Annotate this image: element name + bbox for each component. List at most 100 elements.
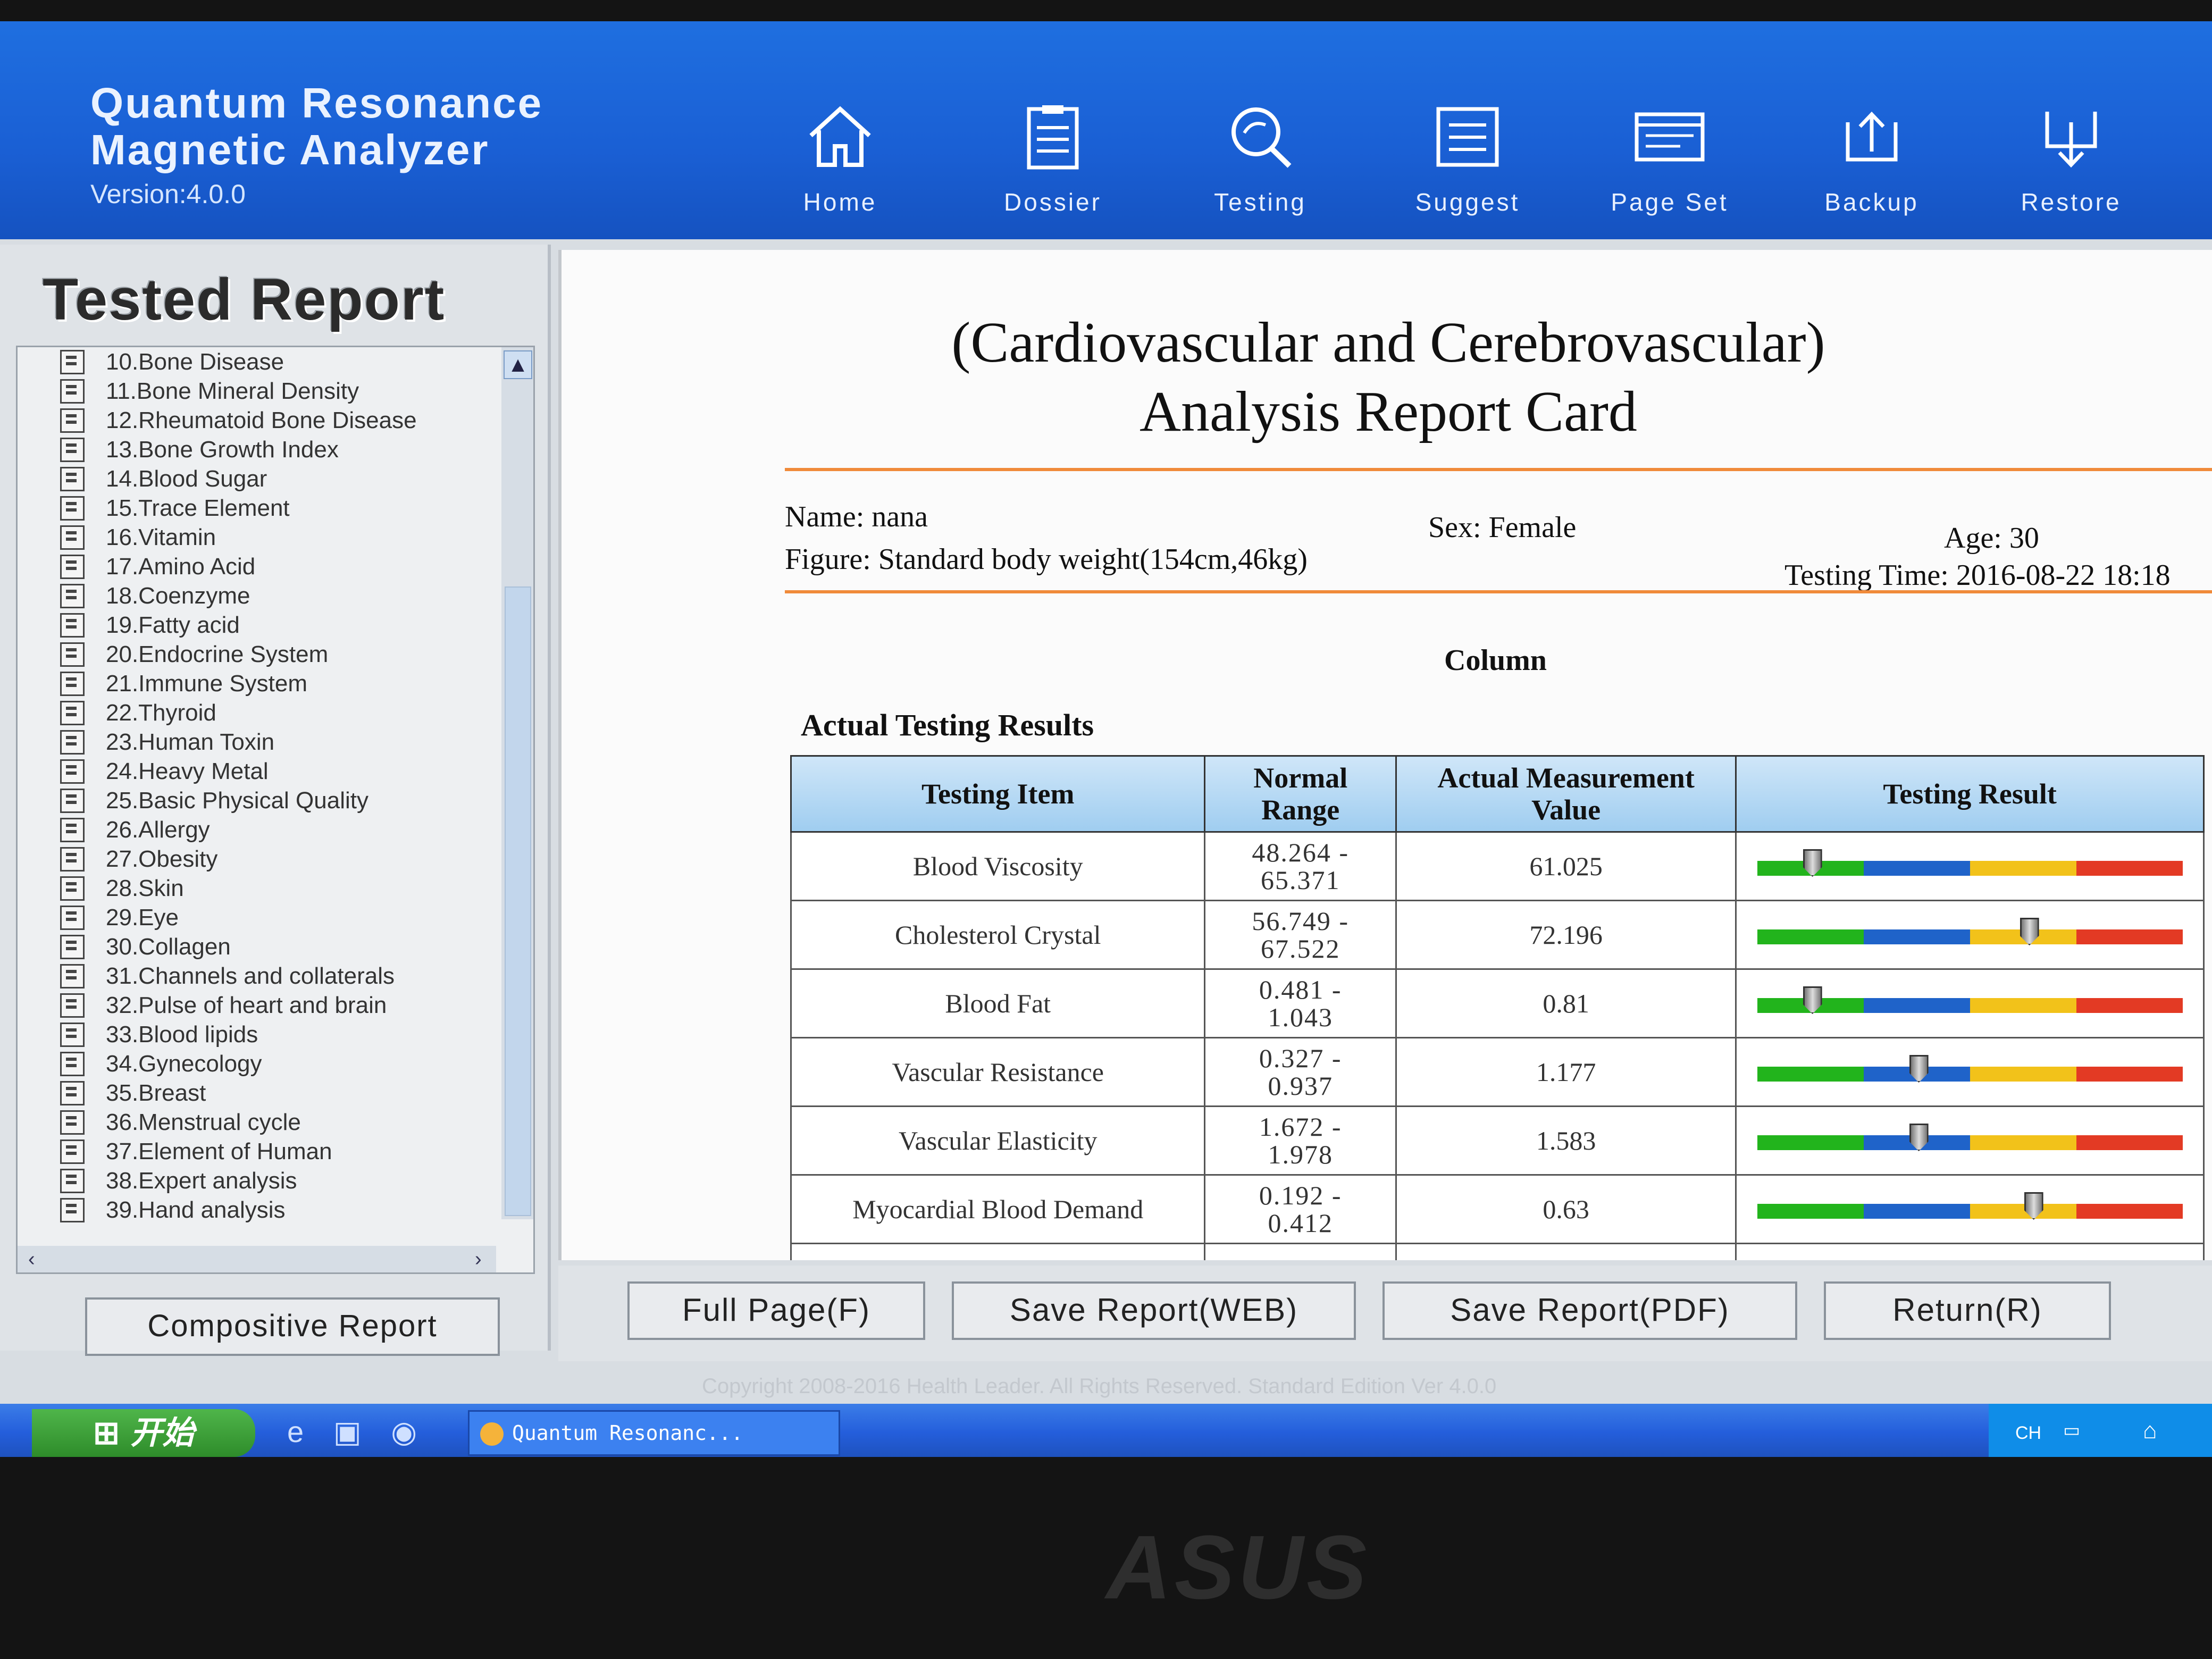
list-vertical-scrollbar[interactable]: ▲ xyxy=(501,347,533,1219)
report-list-item-label: 30.Collagen xyxy=(106,933,231,960)
report-list-item[interactable]: 10.Bone Disease xyxy=(60,347,496,376)
report-list-item[interactable]: 27.Obesity xyxy=(60,844,496,874)
nav-pageset-button[interactable]: Page Set xyxy=(1590,101,1749,239)
nav-dossier-button[interactable]: Dossier xyxy=(973,101,1133,239)
report-list-item[interactable]: 28.Skin xyxy=(60,874,496,903)
report-list-item-label: 27.Obesity xyxy=(106,845,218,872)
nav-backup-button[interactable]: Backup xyxy=(1792,101,1951,239)
nav-testing-button[interactable]: Testing xyxy=(1180,101,1340,239)
report-list-item[interactable]: 18.Coenzyme xyxy=(60,581,496,610)
report-list-item-label: 34.Gynecology xyxy=(106,1050,262,1077)
report-list-item[interactable]: 35.Breast xyxy=(60,1078,496,1108)
return-button[interactable]: Return(R) xyxy=(1824,1281,2111,1340)
report-list-item[interactable]: 22.Thyroid xyxy=(60,698,496,727)
language-indicator[interactable]: CH xyxy=(2015,1423,2042,1443)
scroll-right-arrow-icon[interactable]: › xyxy=(475,1248,482,1270)
document-icon xyxy=(60,730,85,755)
scroll-thumb[interactable] xyxy=(505,586,531,1216)
report-list-item-label: 31.Channels and collaterals xyxy=(106,962,395,989)
report-list-item[interactable]: 19.Fatty acid xyxy=(60,610,496,640)
network-icon[interactable]: ⌂ xyxy=(2143,1418,2157,1444)
report-list-item[interactable]: 20.Endocrine System xyxy=(60,640,496,669)
document-icon xyxy=(60,583,85,608)
report-list-item[interactable]: 16.Vitamin xyxy=(60,523,496,552)
measurement-value: 1.583 xyxy=(1395,1105,1737,1176)
tested-report-title: Tested Report xyxy=(43,267,446,332)
report-list-item[interactable]: 12.Rheumatoid Bone Disease xyxy=(60,406,496,435)
document-icon xyxy=(60,817,85,842)
column-label: Column xyxy=(1444,644,1547,677)
report-list-item[interactable]: 29.Eye xyxy=(60,903,496,932)
scale-segment xyxy=(2076,929,2183,944)
range-high: 65.371 xyxy=(1261,865,1340,895)
scale-segment xyxy=(1863,1204,1970,1219)
report-list-item[interactable]: 17.Amino Acid xyxy=(60,552,496,581)
ie-icon[interactable]: e xyxy=(287,1415,304,1448)
report-list-item[interactable]: 36.Menstrual cycle xyxy=(60,1108,496,1137)
report-list-item[interactable]: 13.Bone Growth Index xyxy=(60,435,496,464)
measurement-value: 0.63 xyxy=(1395,1174,1737,1244)
result-scale-bar xyxy=(1757,918,2183,945)
patient-sex: Sex: Female xyxy=(1428,511,1577,544)
nav-home-label: Home xyxy=(803,188,877,216)
desktop-icon[interactable]: ▣ xyxy=(333,1415,362,1448)
document-icon xyxy=(60,876,85,901)
keyboard-icon[interactable]: ▭ xyxy=(2063,1420,2081,1440)
document-icon xyxy=(60,1022,85,1047)
report-list-item[interactable]: 31.Channels and collaterals xyxy=(60,961,496,991)
document-icon xyxy=(60,642,85,667)
report-list-item[interactable]: 34.Gynecology xyxy=(60,1049,496,1078)
nav-testing-label: Testing xyxy=(1214,188,1306,216)
taskbar-app-button[interactable]: Quantum Resonanc... xyxy=(468,1410,840,1456)
report-list-item[interactable]: 25.Basic Physical Quality xyxy=(60,786,496,815)
nav-home-button[interactable]: Home xyxy=(760,101,920,239)
list-horizontal-scrollbar[interactable]: ‹ › xyxy=(18,1246,496,1272)
testing-result xyxy=(1735,1174,2205,1244)
full-page-button[interactable]: Full Page(F) xyxy=(627,1281,925,1340)
normal-range: 0.192 -0.412 xyxy=(1204,1174,1397,1244)
report-list-item-label: 15.Trace Element xyxy=(106,495,290,521)
report-list-item[interactable]: 21.Immune System xyxy=(60,669,496,698)
report-list-item[interactable]: 24.Heavy Metal xyxy=(60,757,496,786)
media-icon[interactable]: ◉ xyxy=(391,1415,417,1448)
scroll-up-arrow-icon[interactable]: ▲ xyxy=(504,350,532,379)
scroll-left-arrow-icon[interactable]: ‹ xyxy=(28,1248,35,1270)
report-list-item[interactable]: 14.Blood Sugar xyxy=(60,464,496,493)
testing-result xyxy=(1735,1243,2205,1260)
report-list-item-label: 28.Skin xyxy=(106,875,184,901)
upload-icon xyxy=(1846,111,1898,162)
header-testing-result: Testing Result xyxy=(1735,755,2205,833)
measurement-value: 61.025 xyxy=(1395,831,1737,901)
start-button[interactable]: ⊞ 开始 xyxy=(32,1409,255,1457)
report-list-item[interactable]: 39.Hand analysis xyxy=(60,1195,496,1225)
report-list-item[interactable]: 38.Expert analysis xyxy=(60,1166,496,1195)
report-list-item[interactable]: 23.Human Toxin xyxy=(60,727,496,757)
nav-suggest-button[interactable]: Suggest xyxy=(1388,101,1547,239)
tested-report-panel: Tested Report 10.Bone Disease 11.Bone Min… xyxy=(0,245,551,1356)
results-row: Blood Viscosity 48.264 -65.371 61.025 xyxy=(790,831,2205,901)
measurement-value xyxy=(1395,1243,1737,1260)
report-list-item[interactable]: 11.Bone Mineral Density xyxy=(60,376,496,406)
report-list-item[interactable]: 37.Element of Human xyxy=(60,1137,496,1166)
app-brand: Quantum Resonance Magnetic Analyzer Vers… xyxy=(90,80,543,210)
document-icon xyxy=(60,788,85,813)
report-list-item[interactable]: 26.Allergy xyxy=(60,815,496,844)
save-report-web-button[interactable]: Save Report(WEB) xyxy=(952,1281,1356,1340)
scale-segment xyxy=(1970,998,2076,1013)
report-list-item[interactable]: 30.Collagen xyxy=(60,932,496,961)
report-list-item[interactable]: 33.Blood lipids xyxy=(60,1020,496,1049)
testing-result xyxy=(1735,900,2205,970)
testing-result xyxy=(1735,1105,2205,1176)
document-icon xyxy=(60,1139,85,1164)
document-icon xyxy=(60,437,85,462)
save-report-pdf-button[interactable]: Save Report(PDF) xyxy=(1382,1281,1797,1340)
windows-logo-icon: ⊞ xyxy=(93,1415,120,1451)
nav-restore-button[interactable]: Restore xyxy=(1991,101,2151,239)
clipboard-icon xyxy=(1027,105,1079,170)
compositive-report-button[interactable]: Compositive Report xyxy=(85,1297,500,1356)
scale-segment xyxy=(2076,1135,2183,1150)
report-list-item[interactable]: 32.Pulse of heart and brain xyxy=(60,991,496,1020)
results-table: Testing Item Normal Range Actual Measure… xyxy=(790,755,2205,1260)
scale-segment xyxy=(1757,1135,1864,1150)
report-list-item[interactable]: 15.Trace Element xyxy=(60,493,496,523)
